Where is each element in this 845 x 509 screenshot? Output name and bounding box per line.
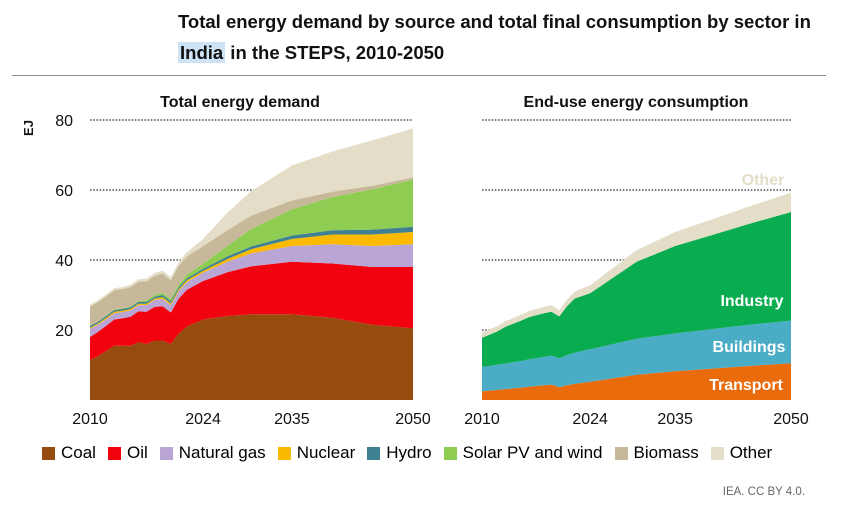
area-solar-pv-and-wind <box>90 179 413 327</box>
legend-swatch <box>710 446 724 460</box>
area-industry <box>482 212 791 367</box>
x-tick-label: 2024 <box>572 411 608 428</box>
legend-item: Solar PV and wind <box>443 443 603 463</box>
legend-swatch <box>614 446 628 460</box>
area-other <box>482 192 791 338</box>
series-label-industry: Industry <box>720 293 783 310</box>
x-tick-label: 2035 <box>274 411 310 428</box>
legend-swatch <box>277 446 291 460</box>
area-oil <box>90 261 413 360</box>
legend-item: Hydro <box>367 443 432 463</box>
area-biomass <box>90 177 413 326</box>
legend-label: Solar PV and wind <box>462 443 603 462</box>
series-label-other: Other <box>742 172 785 189</box>
legend-label: Biomass <box>633 443 699 462</box>
legend-label: Hydro <box>386 443 432 462</box>
area-coal <box>90 314 413 400</box>
legend-label: Oil <box>126 443 148 462</box>
legend-swatch <box>367 446 381 460</box>
y-tick-label: 60 <box>55 183 73 200</box>
legend-swatch <box>42 446 55 460</box>
legend-item: Biomass <box>614 443 699 463</box>
legend-item: Oil <box>107 443 148 463</box>
series-label-transport: Transport <box>709 377 783 394</box>
area-transport <box>482 363 791 400</box>
legend-item: Other <box>710 443 773 463</box>
title-text-part2: in the STEPS, 2010-2050 <box>225 42 445 63</box>
y-tick-label: 20 <box>55 323 73 340</box>
legend-swatch <box>159 446 173 460</box>
x-tick-label: 2024 <box>185 411 221 428</box>
chart-title: Total energy demand by source and total … <box>178 6 828 68</box>
area-buildings <box>482 320 791 392</box>
legend-label: Natural gas <box>178 443 266 462</box>
legend-swatch <box>107 446 121 460</box>
source-note: IEA. CC BY 4.0. <box>722 486 805 498</box>
y-tick-label: 80 <box>55 113 73 130</box>
area-natural-gas <box>90 244 413 337</box>
y-tick-label: 40 <box>55 253 73 270</box>
y-axis-label: EJ <box>21 120 36 136</box>
x-tick-label: 2010 <box>72 411 108 428</box>
legend-swatch <box>443 446 457 460</box>
x-tick-label: 2035 <box>657 411 693 428</box>
area-other <box>90 128 413 307</box>
x-tick-label: 2050 <box>773 411 809 428</box>
legend-item: Coal <box>42 443 96 463</box>
panel-title: Total energy demand <box>160 94 320 111</box>
legend-item: Natural gas <box>159 443 266 463</box>
x-tick-label: 2010 <box>464 411 500 428</box>
area-hydro <box>90 226 413 328</box>
legend: Coal Oil Natural gas Nuclear Hydro Solar PV a… <box>42 443 784 463</box>
series-label-buildings: Buildings <box>713 339 786 356</box>
area-nuclear <box>90 232 413 329</box>
title-text-part1: Total energy demand by source and total … <box>178 11 811 32</box>
title-divider <box>12 75 826 76</box>
panel-title: End-use energy consumption <box>524 94 749 111</box>
title-highlight: India <box>178 42 226 63</box>
legend-label: Coal <box>61 443 96 462</box>
legend-label: Nuclear <box>296 443 356 462</box>
legend-label: Other <box>729 443 773 462</box>
x-tick-label: 2050 <box>395 411 431 428</box>
legend-item: Nuclear <box>277 443 356 463</box>
